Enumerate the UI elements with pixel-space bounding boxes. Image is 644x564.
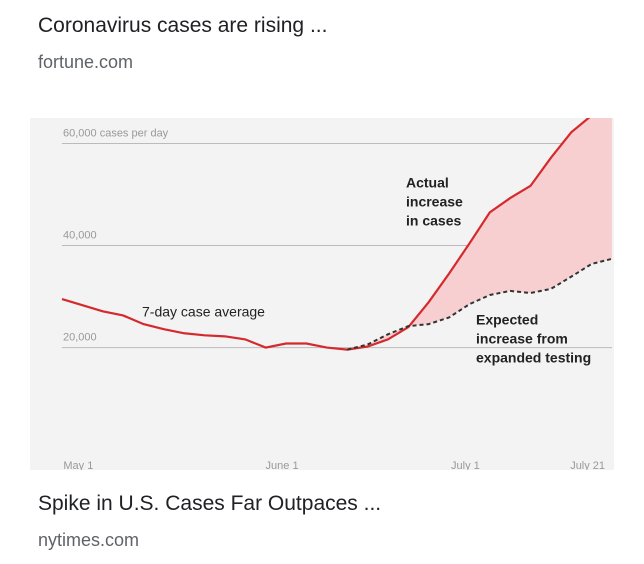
annotation: increase from xyxy=(476,331,568,347)
y-tick-label: 20,000 xyxy=(63,331,97,343)
x-tick-label: June 1 xyxy=(266,460,299,470)
result-title[interactable]: Spike in U.S. Cases Far Outpaces ... xyxy=(38,492,382,515)
y-tick-label: 60,000 cases per day xyxy=(63,127,169,139)
x-tick-label: July 1 xyxy=(451,460,480,470)
annotation: Actual xyxy=(406,175,449,191)
annotation: 7-day case average xyxy=(142,304,265,320)
annotation: expanded testing xyxy=(476,350,591,366)
gap-area xyxy=(347,118,612,350)
annotation: in cases xyxy=(406,213,461,229)
data-line xyxy=(346,257,613,351)
result-source: fortune.com xyxy=(38,52,134,72)
result-source: nytimes.com xyxy=(38,530,140,550)
chart-background xyxy=(30,118,614,470)
x-tick-label: July 21 xyxy=(570,460,605,470)
annotation: increase xyxy=(406,194,463,210)
data-line xyxy=(61,118,591,351)
plot: 60,000 cases per day 40,000 20,000 May 1 Jun… xyxy=(61,118,613,470)
chart[interactable]: 60,000 cases per day 40,000 20,000 May 1 Jun… xyxy=(30,118,614,470)
x-tick-label: May 1 xyxy=(63,460,93,470)
result-title[interactable]: Coronavirus cases are rising ... xyxy=(38,14,328,37)
y-tick-label: 40,000 xyxy=(63,229,97,241)
annotation: Expected xyxy=(476,312,538,328)
